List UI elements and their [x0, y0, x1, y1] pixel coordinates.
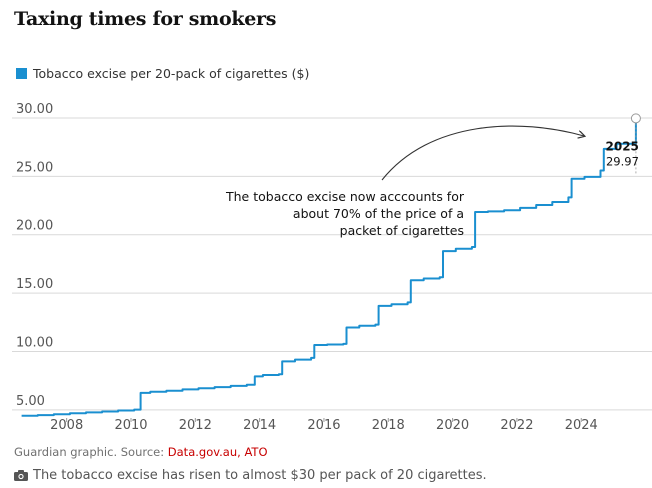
annotation-line: The tobacco excise now acccounts for — [225, 189, 465, 204]
caption-text: The tobacco excise has risen to almost $… — [33, 468, 487, 483]
series-line-tobacco-excise — [21, 118, 637, 417]
x-tick-label: 2016 — [307, 418, 340, 433]
source-prefix: Guardian graphic. Source: — [14, 445, 168, 459]
x-tick-label: 2008 — [50, 418, 83, 433]
y-tick-label: 5.00 — [16, 394, 45, 409]
x-tick-label: 2020 — [436, 418, 469, 433]
camera-icon — [14, 470, 28, 481]
legend-swatch — [16, 68, 27, 79]
chart-title: Taxing times for smokers — [14, 8, 277, 30]
end-point-value-label: 29.97 — [606, 154, 639, 168]
annotation-arrow — [381, 125, 584, 181]
y-tick-label: 10.00 — [16, 335, 53, 350]
x-tick-label: 2012 — [179, 418, 212, 433]
x-tick-label: 2010 — [114, 418, 147, 433]
x-tick-label: 2022 — [500, 418, 533, 433]
x-tick-label: 2014 — [243, 418, 276, 433]
y-tick-label: 30.00 — [16, 102, 53, 117]
x-tick-label: 2024 — [565, 418, 598, 433]
legend-label: Tobacco excise per 20-pack of cigarettes… — [33, 66, 310, 81]
y-tick-label: 25.00 — [16, 160, 53, 175]
x-tick-label: 2018 — [372, 418, 405, 433]
annotation-line: about 70% of the price of a — [293, 206, 464, 221]
line-chart: 5.00 10.00 15.00 20.00 25.00 30.00 2008 2010 20… — [12, 102, 652, 433]
y-tick-label: 15.00 — [16, 277, 53, 292]
end-point-year-label: 2025 — [606, 139, 639, 153]
y-tick-label: 20.00 — [16, 219, 53, 234]
image-caption: The tobacco excise has risen to almost $… — [14, 468, 487, 483]
source-note: Guardian graphic. Source: Data.gov.au, A… — [14, 445, 268, 459]
source-links[interactable]: Data.gov.au, ATO — [167, 445, 268, 459]
end-point-marker — [630, 113, 641, 124]
annotation-text: The tobacco excise now acccounts for abou… — [225, 189, 465, 238]
annotation-line: packet of cigarettes — [340, 223, 464, 238]
chart-legend: Tobacco excise per 20-pack of cigarettes… — [16, 66, 309, 81]
